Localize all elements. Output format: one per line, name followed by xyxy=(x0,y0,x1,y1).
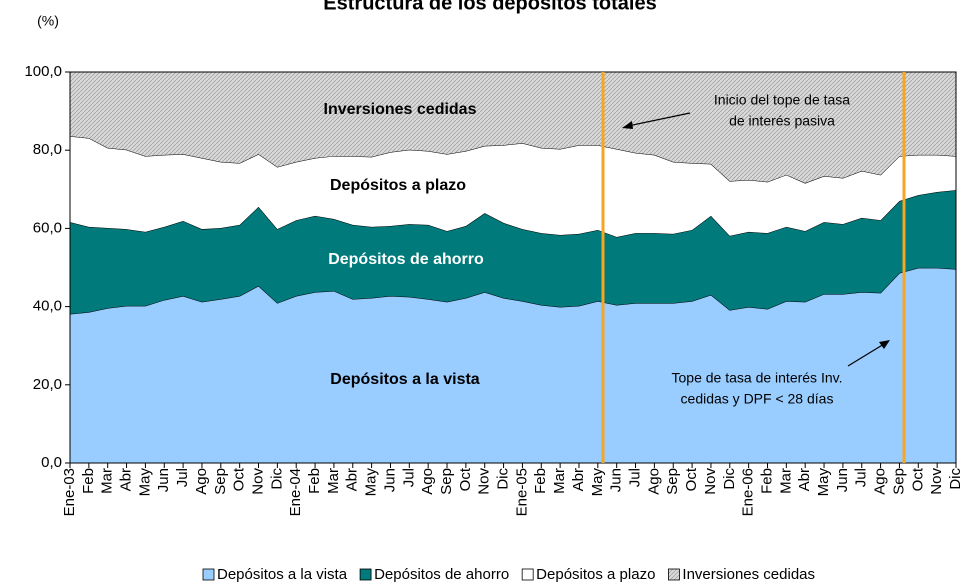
x-tick-label: Jul xyxy=(627,468,644,487)
x-tick-label: Sep xyxy=(212,468,229,495)
y-tick-label: 0,0 xyxy=(41,454,62,471)
x-tick-label: Feb xyxy=(306,468,323,494)
arrow xyxy=(847,343,885,367)
legend-swatch xyxy=(668,568,680,581)
y-tick-label: 40,0 xyxy=(33,298,62,315)
legend-label: Inversiones cedidas xyxy=(682,566,815,583)
overlay: Inversiones cedidas Depósitos a plazo De… xyxy=(324,72,906,463)
x-tick-label: Ene-05 xyxy=(513,468,530,516)
x-tick-label: Jun xyxy=(155,468,172,492)
x-tick-label: Abr xyxy=(796,468,813,491)
annotation: de interés pasiva xyxy=(729,113,835,129)
plot-frame xyxy=(69,71,957,464)
legend-swatch xyxy=(202,568,215,581)
x-tick-label: Ene-06 xyxy=(740,468,757,516)
x-tick-label: Sep xyxy=(890,468,907,495)
x-tick-label: Jul xyxy=(853,468,870,487)
x-tick-label: Feb xyxy=(758,468,775,494)
x-tick-label: Mar xyxy=(99,468,116,494)
y-unit: (%) xyxy=(37,13,59,29)
x-tick-label: Dic xyxy=(495,468,512,490)
x-tick-label: Oct xyxy=(683,467,700,491)
x-tick-label: Nov xyxy=(702,468,719,495)
annotation: cedidas y DPF < 28 días xyxy=(681,391,834,407)
x-tick-label: Mar xyxy=(777,468,794,494)
area xyxy=(70,267,956,463)
x-tick-label: Oct xyxy=(231,467,248,491)
x-tick-label: Nov xyxy=(476,468,493,495)
y-tick-label: 20,0 xyxy=(33,376,62,393)
x-tick-label: Ago xyxy=(645,468,662,495)
x-tick-label: Ago xyxy=(419,468,436,495)
x-tick-label: Feb xyxy=(80,468,97,494)
x-tick-label: May xyxy=(363,468,380,497)
x-tick-label: Ene-04 xyxy=(287,468,304,516)
annotation: Tope de tasa de interés Inv. xyxy=(672,370,843,386)
x-tick-label: Abr xyxy=(344,468,361,491)
x-tick-label: Jun xyxy=(608,468,625,492)
legend-swatch xyxy=(521,568,534,581)
legend-item: Inversiones cedidas xyxy=(668,566,815,583)
x-tick-label: Oct xyxy=(457,467,474,491)
legend-label: Depósitos a plazo xyxy=(536,566,655,583)
x-tick-label: Dic xyxy=(947,468,964,490)
x-tick-label: Nov xyxy=(249,468,266,495)
x-tick-label: May xyxy=(589,468,606,497)
x-tick-label: Ago xyxy=(193,468,210,495)
annotation: Inicio del tope de tasa xyxy=(714,92,850,108)
arrow-head xyxy=(622,121,633,129)
legend-label: Depósitos de ahorro xyxy=(374,566,509,583)
x-tick-label: Oct xyxy=(909,467,926,491)
x-tick-label: Ene-03 xyxy=(61,468,78,516)
arrow-head xyxy=(879,340,890,349)
x-tick-label: Sep xyxy=(664,468,681,495)
legend: Depósitos a la vista Depósitos de ahorro D… xyxy=(202,566,815,583)
x-tick-label: Ago xyxy=(872,468,889,495)
area xyxy=(70,190,956,315)
y-tick-label: 100,0 xyxy=(24,63,62,80)
x-tick-label: May xyxy=(136,468,153,497)
x-tick-label: Dic xyxy=(268,468,285,490)
x-tick-label: Jul xyxy=(174,468,191,487)
y-tick-label: 60,0 xyxy=(33,219,62,236)
x-tick-label: Abr xyxy=(570,468,587,491)
x-tick-label: Jun xyxy=(381,468,398,492)
legend-item: Depósitos a plazo xyxy=(521,566,655,583)
arrow xyxy=(627,112,691,127)
x-tick-label: Feb xyxy=(532,468,549,494)
x-tick-label: Mar xyxy=(325,468,342,494)
x-tick-label: Mar xyxy=(551,468,568,494)
area-label: Depósitos a la vista xyxy=(330,371,479,388)
area xyxy=(70,72,956,184)
area xyxy=(70,136,956,238)
y-tick-label: 80,0 xyxy=(33,141,62,158)
x-tick-label: May xyxy=(815,468,832,497)
x-tick-label: Nov xyxy=(928,468,945,495)
area-label: Inversiones cedidas xyxy=(324,101,477,118)
x-tick-label: Abr xyxy=(118,468,135,491)
area-label: Depósitos a plazo xyxy=(330,177,466,194)
x-tick-label: Sep xyxy=(438,468,455,495)
x-tick-label: Jul xyxy=(400,468,417,487)
x-tick-label: Dic xyxy=(721,468,738,490)
legend-swatch xyxy=(359,568,372,581)
legend-item: Depósitos a la vista xyxy=(202,566,348,583)
x-tick-label: Jun xyxy=(834,468,851,492)
legend-label: Depósitos a la vista xyxy=(217,566,348,583)
area-label: Depósitos de ahorro xyxy=(328,251,484,268)
chart-title: Estructura de los depósitos totales xyxy=(323,0,656,14)
legend-item: Depósitos de ahorro xyxy=(359,566,509,583)
